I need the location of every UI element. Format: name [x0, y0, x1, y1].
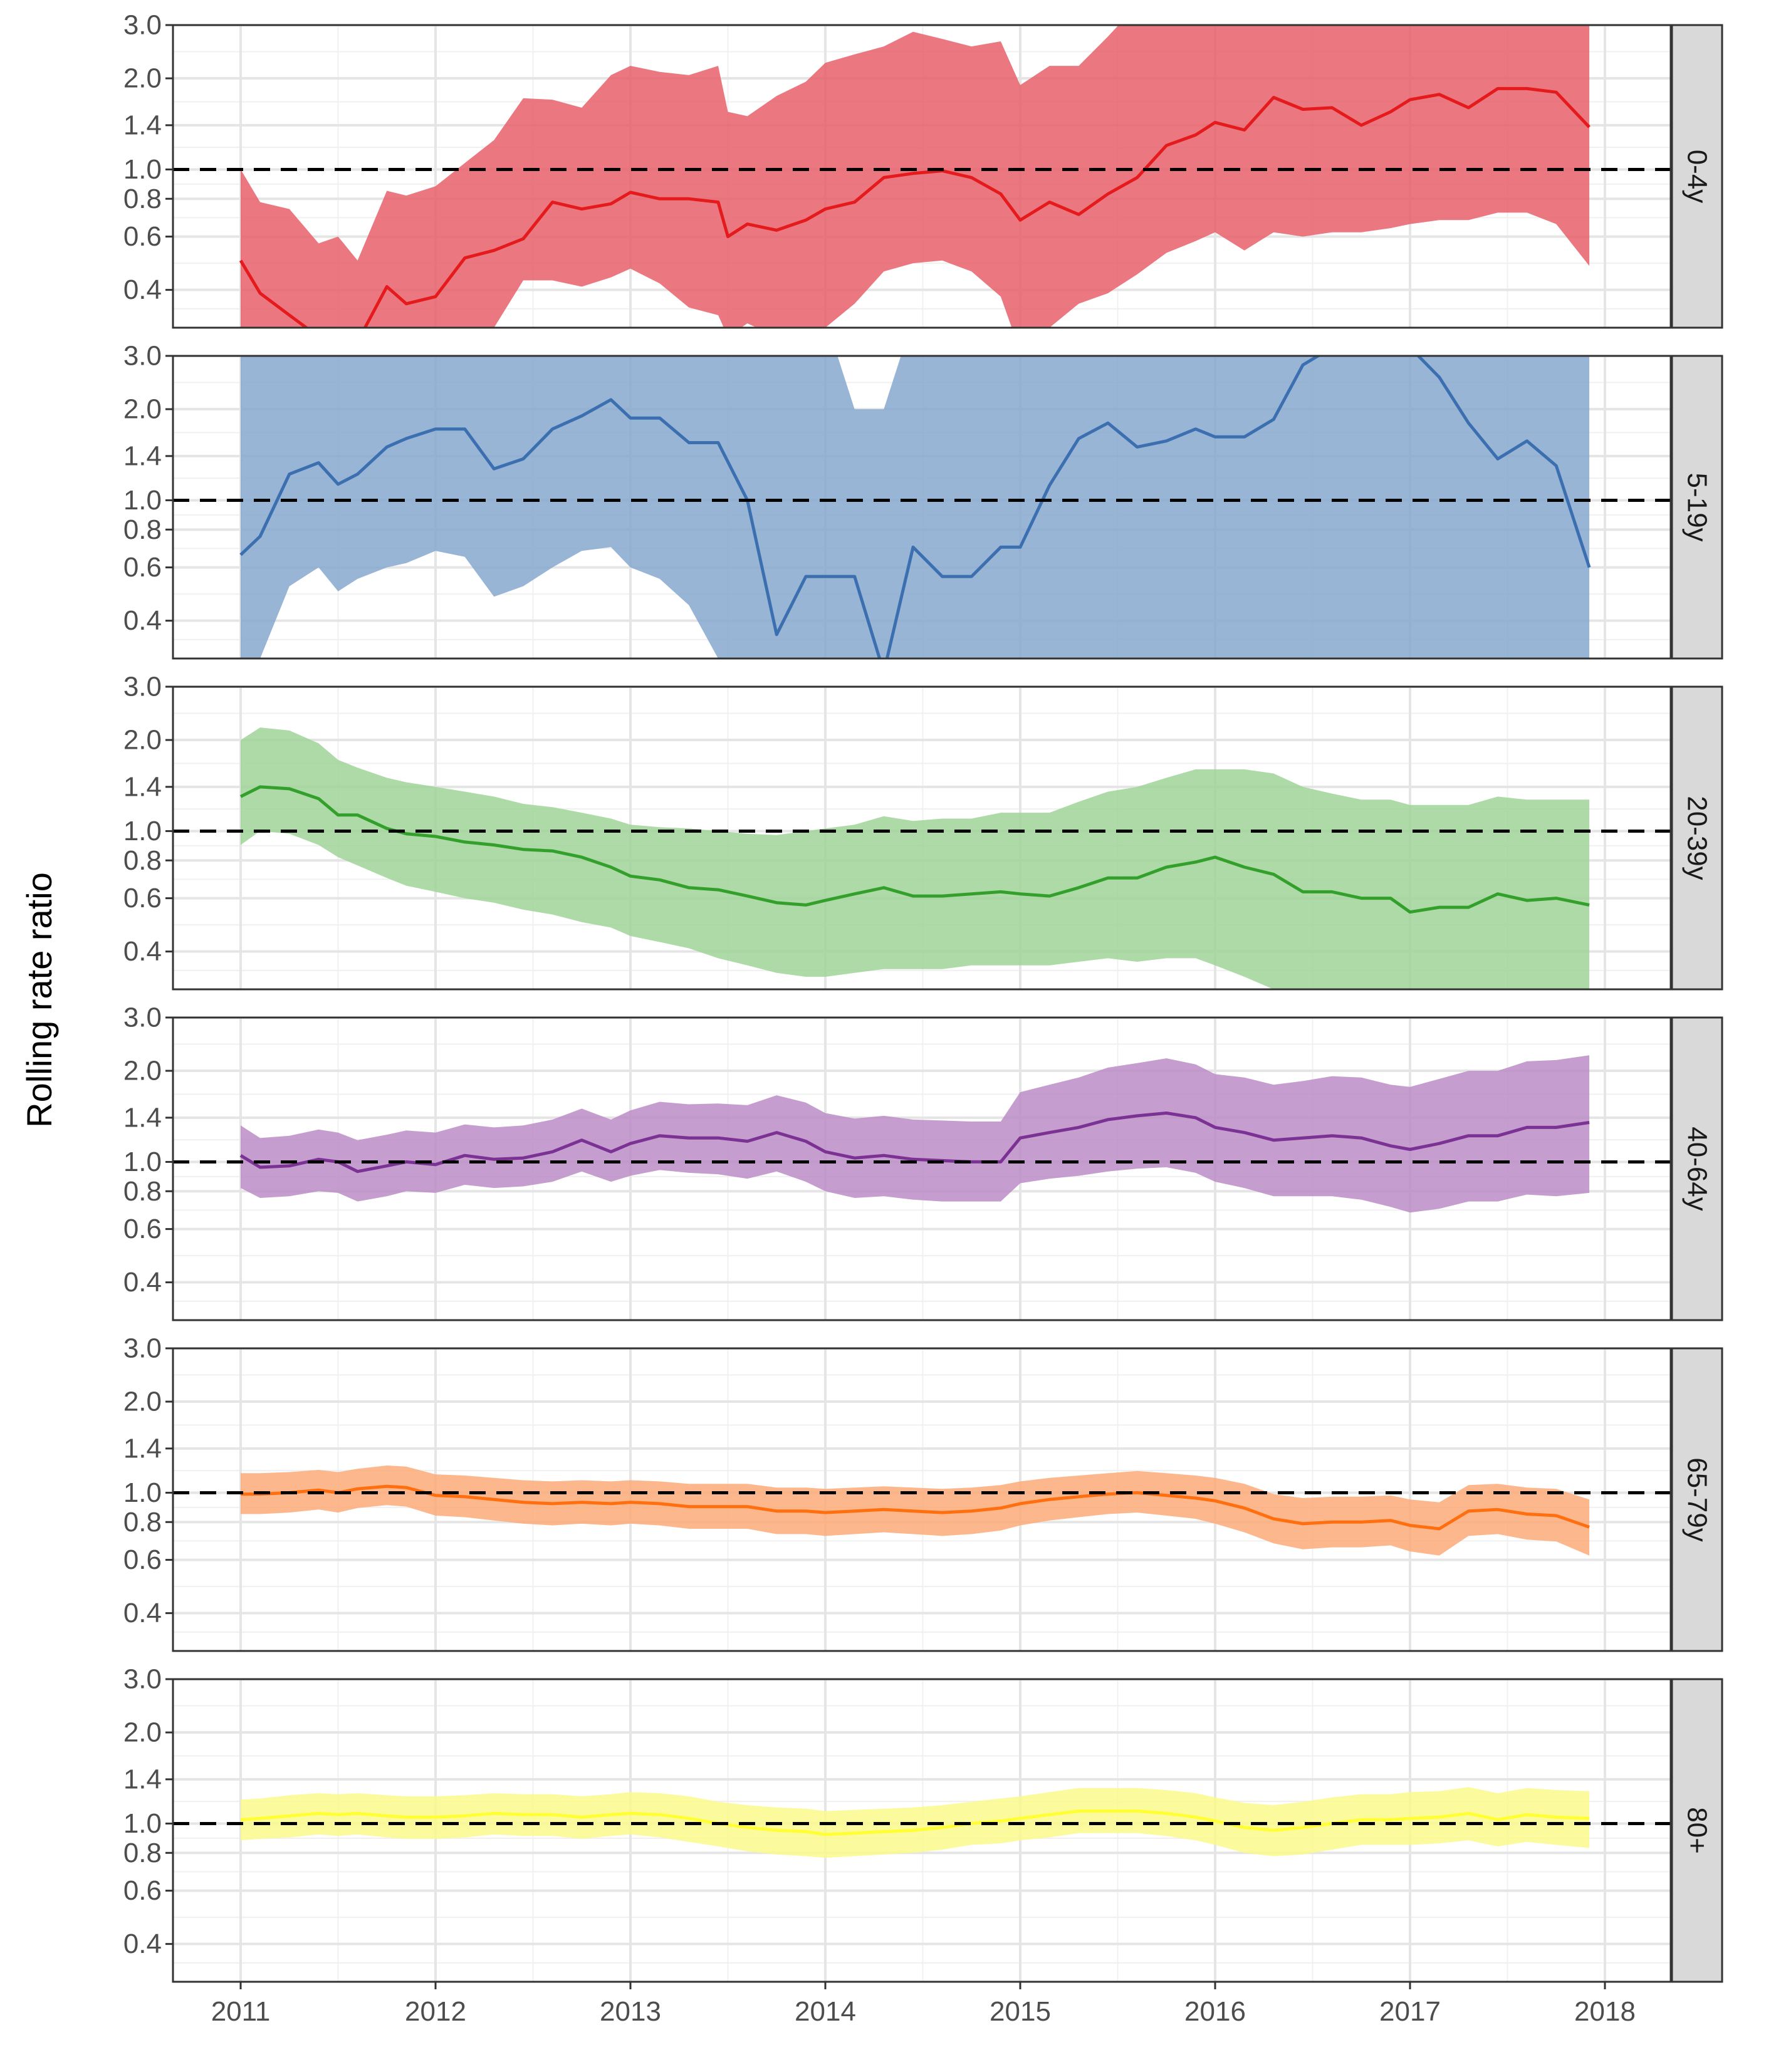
series-line	[239, 1111, 1590, 1174]
y-axis-title: Rolling rate ratio	[19, 872, 59, 1128]
y-tick-label: 3.0	[123, 341, 162, 372]
facet-panels: 0-4y0.40.60.81.01.42.03.05-19y0.40.60.81…	[123, 10, 1723, 1983]
panel-20-39y: 20-39y 0.4 0.6 0.81.0 1.4 2.0 3.0	[123, 672, 1723, 991]
facet-strip	[1671, 1016, 1723, 1321]
y-tick-label: 3.0	[123, 10, 162, 41]
series-line	[239, 86, 1591, 328]
facet-strip	[1671, 24, 1723, 329]
x-axis: 2011 2012 2013 2014 2015 2016 2017 2018	[211, 1982, 1636, 2027]
y-tick-label: 0.8	[123, 1507, 162, 1538]
y-tick-label: 1.4	[123, 771, 162, 802]
y-tick-label: 0.4	[123, 1598, 162, 1628]
y-tick-label: 0.8	[123, 845, 162, 876]
y-tick-label: 1.0	[123, 816, 162, 846]
panel-0-4y: 0-4y 0.4 0.6 0.81.0 1.4 2.0 3.0	[123, 10, 1723, 329]
y-tick-label: 0.6	[123, 552, 162, 583]
y-tick-label: 0.4	[123, 1929, 162, 1959]
y-tick-label: 2.0	[123, 394, 162, 425]
confidence-band	[241, 727, 1590, 989]
facet-strip	[1671, 1678, 1723, 1983]
y-tick-label: 0.4	[123, 274, 162, 305]
panel-80+: 80+ 0.4 0.6 0.81.0 1.4 2.0 3.0	[123, 1664, 1723, 1983]
y-tick-label: 1.0	[123, 1477, 162, 1508]
y-tick-label: 2.0	[123, 63, 162, 94]
panel-border	[172, 1678, 1672, 1983]
facet-strip-label: 20-39y	[1682, 796, 1713, 880]
y-tick-label: 1.4	[123, 1764, 162, 1794]
y-tick-label: 1.4	[123, 1433, 162, 1464]
y-tick-label: 2.0	[123, 1387, 162, 1417]
panel-5-19y: 5-19y 0.4 0.6 0.81.0 1.4 2.0 3.0	[123, 341, 1723, 660]
facet-strip-label: 5-19y	[1682, 472, 1713, 541]
panel-border	[172, 1347, 1672, 1652]
x-tick-label: 2012	[405, 1996, 466, 2027]
y-tick-label: 0.6	[123, 1214, 162, 1244]
facet-strip	[1671, 1347, 1723, 1652]
y-tick-label: 1.4	[123, 110, 162, 140]
y-tick-label: 1.4	[123, 440, 162, 471]
y-tick-label: 0.8	[123, 514, 162, 545]
facet-strip-label: 40-64y	[1682, 1127, 1713, 1211]
panel-border	[172, 355, 1672, 660]
x-tick-label: 2018	[1574, 1996, 1636, 2027]
y-tick-label: 3.0	[123, 1002, 162, 1033]
y-tick-label: 2.0	[123, 1056, 162, 1086]
y-tick-label: 1.0	[123, 1147, 162, 1177]
panel-border	[172, 685, 1672, 991]
x-tick-label: 2013	[600, 1996, 661, 2027]
y-tick-label: 0.6	[123, 1544, 162, 1575]
x-tick-label: 2011	[211, 1996, 271, 2027]
y-tick-label: 1.0	[123, 1808, 162, 1839]
panel-65-79y: 65-79y 0.4 0.6 0.81.0 1.4 2.0 3.0	[123, 1333, 1723, 1652]
y-tick-label: 3.0	[123, 1664, 162, 1695]
x-tick-label: 2014	[795, 1996, 856, 2027]
facet-strip-label: 65-79y	[1682, 1457, 1713, 1542]
y-tick-label: 1.0	[123, 154, 162, 185]
panel-border	[172, 24, 1672, 329]
x-tick-label: 2016	[1184, 1996, 1246, 2027]
panel-40-64y: 40-64y 0.4 0.6 0.81.0 1.4 2.0 3.0	[123, 1002, 1723, 1321]
facet-strip-label: 0-4y	[1682, 150, 1713, 204]
y-tick-label: 0.8	[123, 1838, 162, 1868]
confidence-band	[241, 1055, 1590, 1213]
y-tick-label: 0.8	[123, 184, 162, 214]
y-tick-label: 0.6	[123, 1875, 162, 1906]
confidence-band	[241, 25, 1590, 328]
y-tick-label: 0.8	[123, 1176, 162, 1207]
series-line	[239, 356, 1591, 659]
y-tick-label: 2.0	[123, 725, 162, 756]
y-tick-label: 0.6	[123, 883, 162, 914]
y-tick-label: 1.0	[123, 485, 162, 516]
y-tick-label: 1.4	[123, 1102, 162, 1133]
series-line	[239, 785, 1590, 914]
facet-strip-label: 80+	[1682, 1807, 1713, 1854]
y-tick-label: 0.4	[123, 1267, 162, 1298]
y-tick-label: 3.0	[123, 1333, 162, 1364]
series-line	[240, 1809, 1590, 1836]
series-line	[241, 1484, 1590, 1531]
x-tick-label: 2017	[1379, 1996, 1441, 2027]
y-tick-label: 0.4	[123, 936, 162, 967]
panel-border	[172, 1016, 1672, 1321]
y-tick-label: 0.6	[123, 221, 162, 252]
facet-strip	[1671, 685, 1723, 991]
x-tick-label: 2015	[990, 1996, 1051, 2027]
facet-strip	[1671, 355, 1723, 660]
y-tick-label: 3.0	[123, 672, 162, 702]
y-tick-label: 0.4	[123, 605, 162, 636]
y-tick-label: 2.0	[123, 1717, 162, 1748]
